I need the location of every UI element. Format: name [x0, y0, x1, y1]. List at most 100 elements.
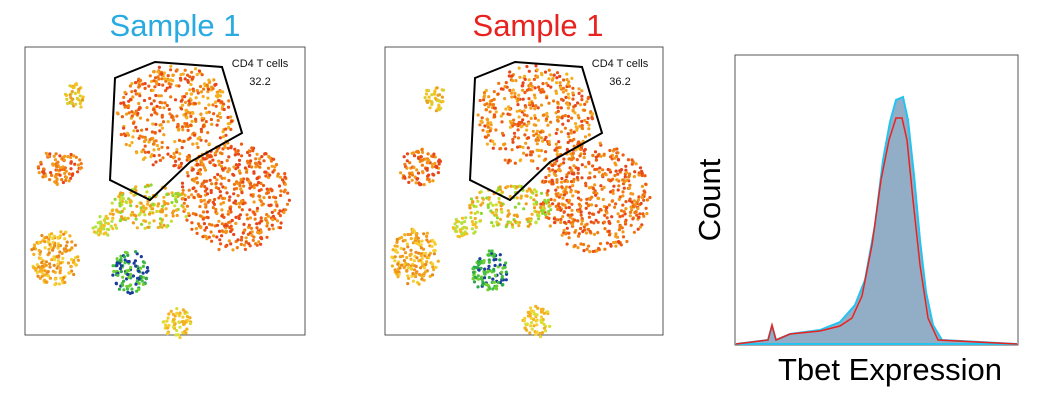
cell-dot: [508, 107, 512, 111]
cell-dot: [162, 106, 166, 110]
cell-dot: [547, 173, 551, 177]
cell-dot: [405, 166, 409, 170]
cell-dot: [224, 244, 228, 249]
cell-dot: [490, 221, 494, 225]
cell-dot: [237, 158, 242, 162]
cell-dot: [186, 73, 190, 77]
cell-dot: [219, 164, 224, 168]
cell-dot: [577, 91, 581, 95]
cell-dot: [65, 97, 69, 101]
cell-dot: [286, 191, 290, 195]
cell-dot: [232, 165, 236, 169]
cell-dot: [135, 129, 140, 133]
cell-dot: [206, 96, 210, 100]
cell-dot: [555, 180, 559, 184]
cell-dot: [420, 239, 424, 243]
cell-dot: [617, 184, 621, 188]
cell-dot: [482, 282, 486, 286]
cell-dot: [218, 190, 222, 194]
cell-dot: [529, 218, 533, 222]
cell-dot: [565, 179, 570, 184]
cell-dot: [506, 112, 510, 116]
cell-dot: [555, 76, 559, 80]
cell-dot: [430, 162, 434, 166]
cell-dot: [196, 193, 200, 197]
cell-dot: [563, 126, 567, 130]
cell-dot: [471, 267, 475, 271]
cell-dot: [602, 185, 606, 189]
cell-dot: [522, 319, 526, 323]
cell-dot: [635, 200, 639, 204]
cell-dot: [203, 202, 207, 206]
cell-dot: [608, 179, 612, 183]
cell-dot: [201, 123, 206, 128]
cell-dot: [130, 291, 134, 295]
cell-dot: [428, 106, 432, 110]
cell-dot: [539, 191, 544, 195]
cell-dot: [568, 185, 572, 189]
cell-dot: [598, 141, 602, 145]
cell-dot: [106, 233, 110, 237]
cell-dot: [283, 182, 287, 186]
cell-dot: [198, 163, 202, 167]
cell-dot: [492, 106, 496, 110]
cell-dot: [287, 198, 291, 202]
cell-dot: [549, 85, 553, 89]
cell-cloud: [30, 64, 291, 340]
cell-dot: [405, 152, 410, 156]
cell-dot: [195, 88, 199, 93]
cell-dot: [532, 311, 536, 315]
cell-dot: [516, 124, 520, 128]
cell-dot: [496, 265, 500, 269]
cell-dot: [435, 164, 439, 169]
cell-dot: [157, 94, 161, 98]
cell-dot: [436, 99, 440, 103]
cell-dot: [487, 95, 491, 99]
cell-dot: [227, 125, 231, 130]
cell-dot: [517, 184, 522, 188]
cell-dot: [188, 136, 192, 140]
cell-dot: [154, 122, 158, 126]
cell-dot: [533, 116, 537, 120]
cell-dot: [201, 94, 205, 99]
cell-dot: [633, 170, 637, 174]
cell-dot: [504, 278, 508, 282]
cell-dot: [185, 218, 189, 222]
cell-dot: [181, 188, 185, 192]
cell-dot: [563, 190, 568, 194]
cell-dot: [425, 99, 429, 103]
cell-dot: [543, 199, 547, 203]
cell-dot: [45, 280, 49, 284]
cell-dot: [104, 231, 108, 235]
cell-dot: [459, 229, 463, 233]
cell-dot: [61, 276, 66, 280]
cell-dot: [521, 88, 525, 92]
cell-dot: [204, 106, 208, 110]
cell-dot: [406, 263, 410, 267]
cell-dot: [239, 238, 243, 242]
cell-dot: [217, 219, 221, 223]
cell-dot: [431, 172, 435, 176]
cell-dot: [146, 269, 150, 273]
cell-dot: [236, 165, 240, 169]
cell-dot: [491, 203, 495, 207]
cell-dot: [592, 221, 596, 225]
cell-dot: [188, 316, 192, 320]
cell-dot: [438, 99, 442, 103]
cell-dot: [146, 225, 150, 229]
cell-dot: [491, 211, 495, 215]
cell-dot: [580, 217, 584, 221]
cell-dot: [183, 100, 188, 104]
cell-dot: [512, 118, 516, 122]
cell-dot: [216, 99, 221, 103]
cell-dot: [94, 225, 98, 229]
cell-dot: [119, 254, 123, 258]
cell-dot: [577, 140, 581, 144]
cell-dot: [415, 168, 419, 172]
cell-dot: [192, 101, 197, 105]
cell-dot: [70, 257, 74, 262]
cell-dot: [165, 193, 169, 197]
cell-dot: [133, 259, 137, 263]
cell-dot: [411, 227, 415, 232]
cell-dot: [522, 207, 526, 211]
